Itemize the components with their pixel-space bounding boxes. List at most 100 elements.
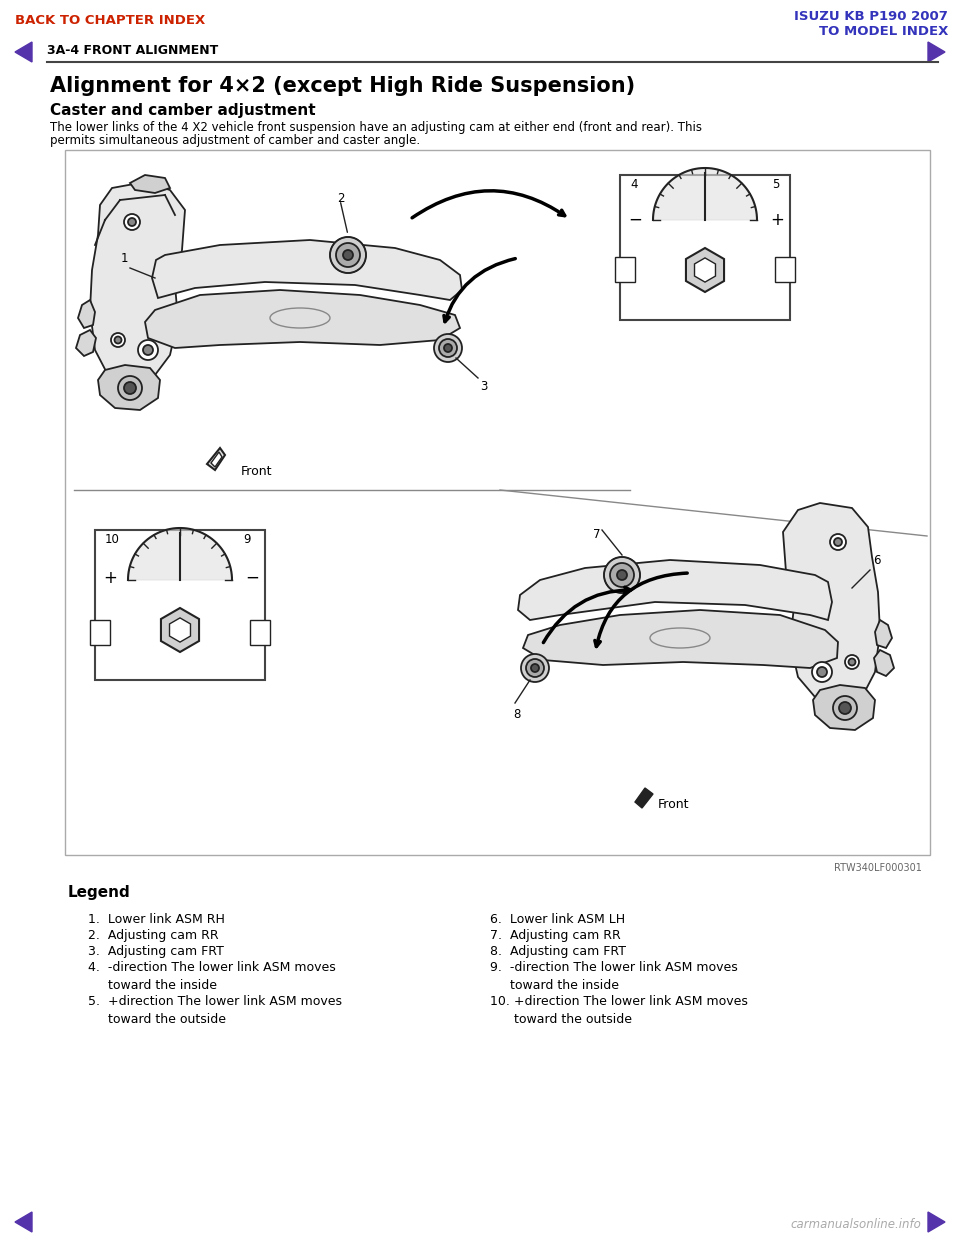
Polygon shape (523, 610, 838, 668)
Circle shape (439, 339, 457, 356)
Polygon shape (15, 42, 32, 62)
Polygon shape (161, 609, 199, 652)
Text: Caster and camber adjustment: Caster and camber adjustment (50, 103, 316, 118)
Polygon shape (15, 1212, 32, 1232)
Polygon shape (875, 620, 892, 648)
Text: −: − (628, 211, 642, 229)
Text: Front: Front (241, 465, 273, 478)
Polygon shape (928, 42, 945, 62)
Text: Legend: Legend (68, 886, 131, 900)
Text: 7.  Adjusting cam RR: 7. Adjusting cam RR (490, 929, 621, 941)
Circle shape (175, 575, 185, 585)
Text: 3.  Adjusting cam FRT: 3. Adjusting cam FRT (88, 945, 224, 958)
Polygon shape (170, 619, 190, 642)
Polygon shape (76, 330, 96, 356)
Circle shape (830, 534, 846, 550)
Circle shape (124, 214, 140, 230)
Polygon shape (813, 686, 875, 730)
Text: +: + (770, 211, 784, 229)
Text: 5: 5 (772, 178, 780, 191)
Text: BACK TO CHAPTER INDEX: BACK TO CHAPTER INDEX (15, 14, 205, 27)
Polygon shape (653, 168, 757, 220)
Text: 4.  -direction The lower link ASM moves: 4. -direction The lower link ASM moves (88, 961, 336, 974)
Circle shape (114, 337, 122, 344)
Text: 4: 4 (630, 178, 637, 191)
Text: 3A-4 FRONT ALIGNMENT: 3A-4 FRONT ALIGNMENT (47, 43, 218, 57)
Bar (65, 150, 930, 854)
Text: toward the outside: toward the outside (490, 1013, 632, 1026)
Circle shape (845, 655, 859, 669)
Text: 1: 1 (121, 252, 128, 265)
Circle shape (124, 383, 136, 394)
Circle shape (700, 215, 710, 225)
Polygon shape (130, 175, 170, 193)
Circle shape (849, 658, 855, 666)
Circle shape (617, 570, 627, 580)
Polygon shape (694, 258, 715, 282)
Circle shape (604, 556, 640, 592)
Polygon shape (128, 528, 232, 580)
Circle shape (444, 344, 452, 351)
Circle shape (343, 250, 353, 260)
Circle shape (817, 667, 827, 677)
Polygon shape (635, 787, 653, 809)
Text: toward the outside: toward the outside (88, 1013, 226, 1026)
Circle shape (143, 345, 153, 355)
Text: toward the inside: toward the inside (88, 979, 217, 992)
Text: −: − (245, 569, 259, 587)
Polygon shape (90, 183, 185, 385)
Circle shape (531, 664, 539, 672)
Text: carmanualsonline.info: carmanualsonline.info (790, 1218, 921, 1231)
Circle shape (521, 655, 549, 682)
Polygon shape (207, 448, 225, 469)
Polygon shape (686, 248, 724, 292)
Text: +: + (103, 569, 117, 587)
Text: 9.  -direction The lower link ASM moves: 9. -direction The lower link ASM moves (490, 961, 737, 974)
Bar (90, 620, 110, 645)
Circle shape (610, 563, 634, 587)
Text: 5.  +direction The lower link ASM moves: 5. +direction The lower link ASM moves (88, 995, 342, 1009)
Circle shape (138, 340, 158, 360)
Polygon shape (518, 560, 832, 620)
Circle shape (336, 243, 360, 267)
Polygon shape (874, 650, 894, 676)
Circle shape (812, 662, 832, 682)
Text: 10. +direction The lower link ASM moves: 10. +direction The lower link ASM moves (490, 995, 748, 1009)
Text: 10: 10 (105, 533, 120, 546)
Polygon shape (145, 289, 460, 348)
Circle shape (833, 696, 857, 720)
Text: ISUZU KB P190 2007: ISUZU KB P190 2007 (794, 10, 948, 24)
Polygon shape (98, 365, 160, 410)
Text: 2: 2 (337, 193, 345, 205)
Polygon shape (928, 1212, 945, 1232)
Bar (95, 530, 265, 681)
Text: permits simultaneous adjustment of camber and caster angle.: permits simultaneous adjustment of cambe… (50, 134, 420, 147)
Polygon shape (152, 240, 462, 301)
Circle shape (839, 702, 851, 714)
Text: The lower links of the 4 X2 vehicle front suspension have an adjusting cam at ei: The lower links of the 4 X2 vehicle fron… (50, 120, 702, 134)
Circle shape (330, 237, 366, 273)
Text: 3: 3 (480, 380, 488, 392)
Polygon shape (783, 503, 880, 707)
Circle shape (526, 660, 544, 677)
Text: 8: 8 (514, 708, 520, 722)
Polygon shape (211, 452, 222, 467)
Circle shape (111, 333, 125, 347)
Text: 6: 6 (873, 554, 880, 568)
Circle shape (118, 376, 142, 400)
Polygon shape (78, 301, 95, 328)
Text: 9: 9 (243, 533, 251, 546)
Circle shape (128, 219, 136, 226)
Text: TO MODEL INDEX: TO MODEL INDEX (819, 25, 948, 39)
Text: 6.  Lower link ASM LH: 6. Lower link ASM LH (490, 913, 625, 927)
Bar (250, 620, 270, 645)
Text: RTW340LF000301: RTW340LF000301 (834, 863, 922, 873)
Text: 2.  Adjusting cam RR: 2. Adjusting cam RR (88, 929, 219, 941)
Text: toward the inside: toward the inside (490, 979, 619, 992)
Text: Front: Front (658, 799, 689, 811)
Text: Alignment for 4×2 (except High Ride Suspension): Alignment for 4×2 (except High Ride Susp… (50, 76, 636, 96)
Text: 7: 7 (592, 528, 600, 542)
Circle shape (834, 538, 842, 546)
Bar (775, 257, 795, 282)
Circle shape (434, 334, 462, 361)
